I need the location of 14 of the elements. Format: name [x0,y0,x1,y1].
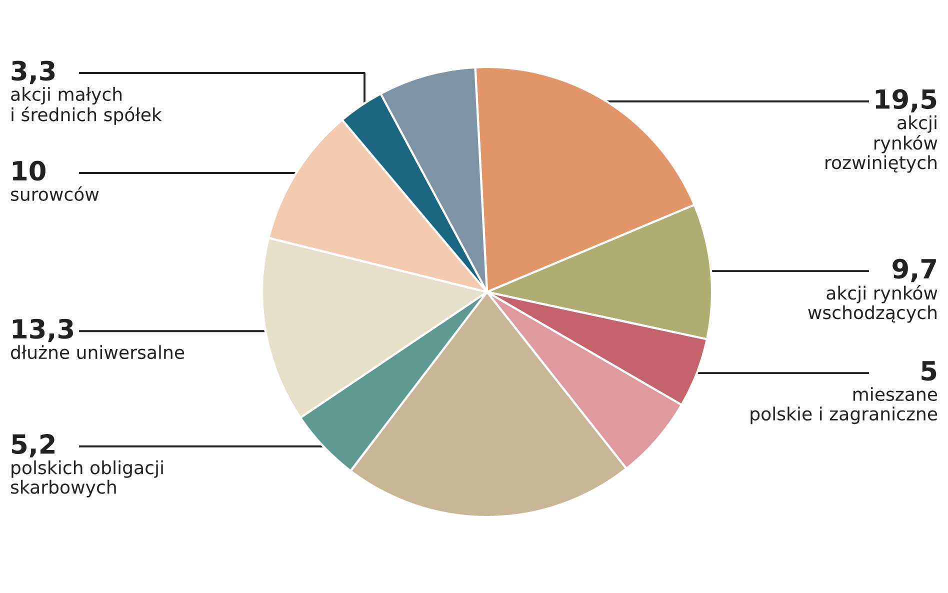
slice-label: akcji rynków rozwiniętych [826,115,938,173]
slice-label: dłużne uniwersalne [10,345,184,360]
slice-label: surowców [10,186,99,202]
data-label: 3,3 [12,60,55,84]
slice-label: mieszane polskie i zagraniczne [750,387,938,424]
data-label: 9,7 [892,258,936,282]
data-label: 5 [922,361,936,381]
slice-label: polskich obligacji skarbowych [10,460,163,498]
data-label: 19,5 [876,89,936,112]
data-label: 10 [12,160,46,181]
data-label: 13,3 [12,318,74,342]
data-label: 5,2 [12,434,54,458]
slice-label: akcji rynków wschodzących [808,285,938,323]
slice-label: akcji małych i średnich spółek [11,87,162,125]
